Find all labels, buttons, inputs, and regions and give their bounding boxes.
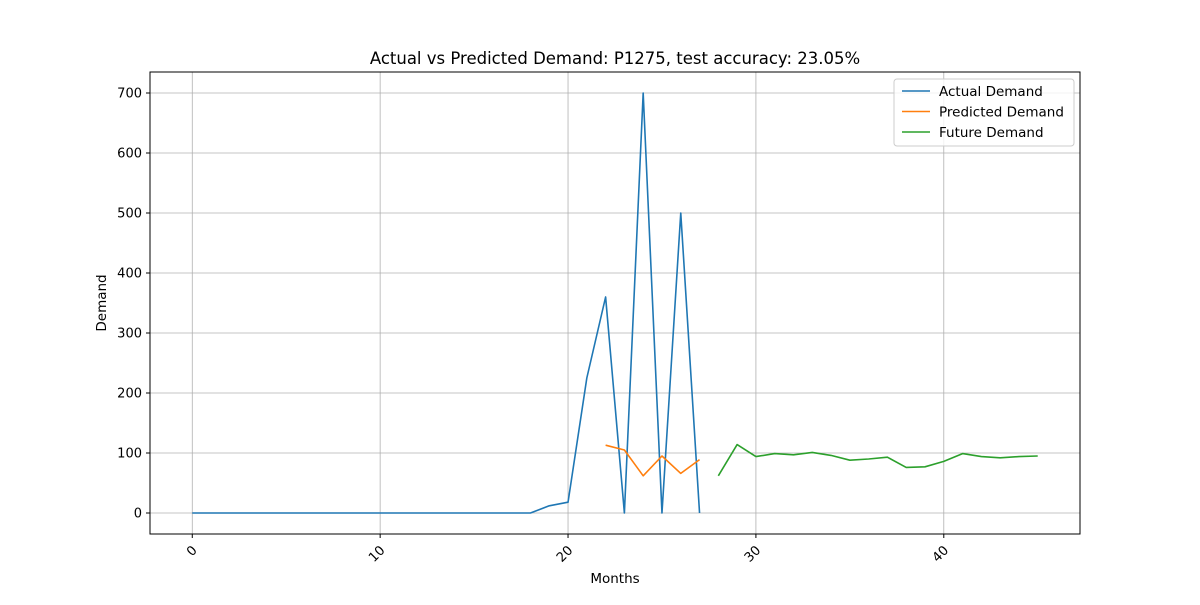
legend-label: Predicted Demand — [939, 105, 1064, 121]
y-tick-label: 700 — [117, 87, 142, 102]
series-line — [192, 92, 701, 514]
x-axis-label: Months — [590, 571, 639, 587]
grid — [150, 72, 1080, 534]
legend: Actual Demand Predicted Demand Future Dema… — [893, 78, 1075, 147]
y-tick-label: 0 — [134, 507, 142, 522]
y-tick-label: 100 — [117, 447, 142, 462]
y-tick-label: 300 — [117, 327, 142, 342]
legend-box — [893, 78, 1075, 147]
y-tick-label: 200 — [117, 387, 142, 402]
series-line — [605, 444, 701, 477]
y-tick-label: 600 — [117, 147, 142, 162]
plot-series — [192, 92, 1038, 514]
plot-area-frame — [149, 71, 1081, 535]
y-tick-label: 500 — [117, 207, 142, 222]
series-line — [717, 443, 1038, 477]
legend-label: Actual Demand — [939, 84, 1043, 100]
legend-label: Future Demand — [939, 125, 1044, 141]
y-axis-label: Demand — [94, 274, 110, 331]
y-tick-label: 400 — [117, 267, 142, 282]
chart-title: Actual vs Predicted Demand: P1275, test … — [370, 49, 860, 68]
